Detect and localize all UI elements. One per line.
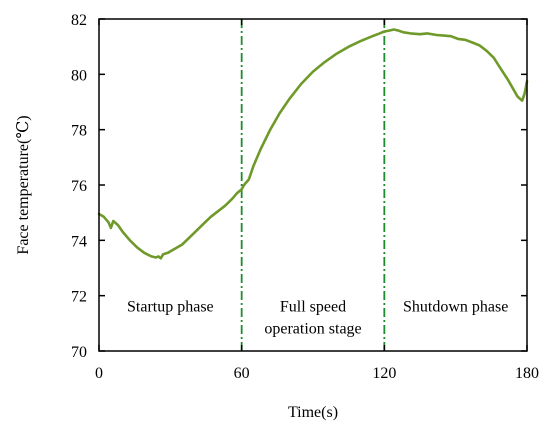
y-tick-label: 70	[71, 344, 87, 361]
x-tick-label: 60	[234, 365, 250, 382]
phase-label-0: Startup phase	[127, 299, 214, 316]
y-tick-label: 74	[71, 233, 87, 250]
phase-label-1: Full speed operation stage	[264, 299, 361, 338]
y-tick-label: 78	[71, 123, 87, 140]
x-tick-label: 120	[372, 365, 396, 382]
phase-label-line: Startup phase	[127, 299, 214, 316]
y-tick-label: 76	[71, 178, 87, 195]
x-axis-ticks: 0 60 120 180	[95, 19, 539, 382]
y-axis-ticks: 70 72 74 76 78 80 82	[71, 12, 527, 361]
x-tick-label: 180	[515, 365, 539, 382]
y-axis-label: Face temperature(℃)	[15, 115, 32, 254]
x-tick-label: 0	[95, 365, 103, 382]
phase-dividers	[240, 19, 386, 351]
y-tick-label: 80	[71, 67, 87, 84]
x-axis-label: Time(s)	[288, 404, 338, 421]
phase-label-line: operation stage	[264, 321, 361, 338]
y-tick-label: 72	[71, 289, 87, 306]
phase-labels: Startup phase Full speed operation stage Sh…	[127, 299, 508, 338]
y-tick-label: 82	[71, 12, 87, 29]
phase-label-2: Shutdown phase	[403, 299, 508, 316]
series-line-face-temperature	[97, 28, 529, 260]
phase-label-line: Full speed	[280, 299, 346, 316]
phase-label-line: Shutdown phase	[403, 299, 508, 316]
